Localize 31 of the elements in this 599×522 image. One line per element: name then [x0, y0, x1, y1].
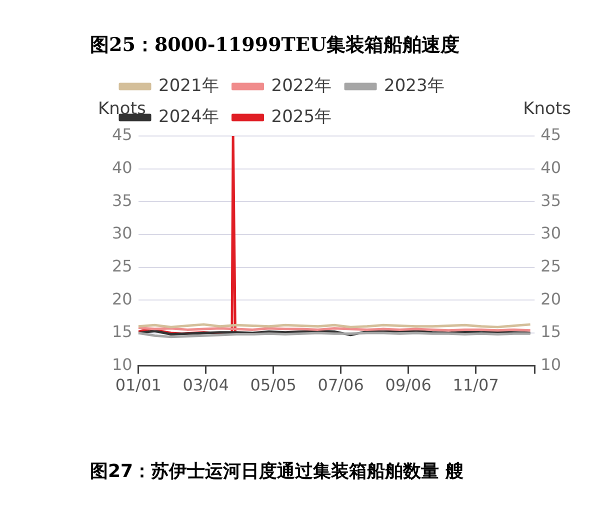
legend-label: 2024年	[158, 106, 219, 127]
x-tick-label: 05/05	[250, 376, 296, 395]
y2-tick-label: 30	[540, 224, 561, 243]
y-tick-label: 40	[112, 158, 132, 177]
y2-tick-label: 25	[540, 256, 561, 276]
y-axis-title: Knots	[98, 98, 146, 119]
y2-tick-label: 40	[540, 158, 561, 177]
y-tick-label: 45	[112, 125, 132, 144]
x-tick-label: 11/07	[452, 376, 499, 395]
legend-label: 2023年	[384, 76, 444, 96]
y2-axis-title: Knots	[523, 98, 572, 119]
y-tick-label: 20	[112, 289, 132, 308]
y2-tick-label: 45	[540, 125, 561, 144]
legend-label: 2022年	[271, 76, 332, 96]
caption: 图27：苏伊士运河日度通过集装箱船舶数量 艘	[90, 460, 464, 483]
legend-label: 2021年	[158, 76, 219, 96]
y-tick-label: 30	[112, 224, 132, 243]
chart-title: 图25：8000-11999TEU集装箱船舶速度	[90, 33, 460, 58]
y2-tick-label: 10	[540, 354, 561, 374]
y-tick-label: 15	[112, 322, 132, 342]
y2-tick-label: 15	[540, 322, 561, 342]
x-tick-label: 09/06	[385, 376, 432, 395]
y2-tick-label: 20	[540, 289, 561, 308]
y-tick-label: 10	[112, 354, 132, 374]
x-tick-label: 07/06	[318, 376, 364, 395]
x-tick-label: 01/01	[115, 376, 162, 395]
y2-tick-label: 35	[540, 190, 561, 210]
legend-label: 2025年	[271, 106, 332, 127]
y-tick-label: 25	[112, 256, 132, 276]
y-tick-label: 35	[112, 190, 132, 210]
x-tick-label: 03/04	[182, 376, 229, 395]
